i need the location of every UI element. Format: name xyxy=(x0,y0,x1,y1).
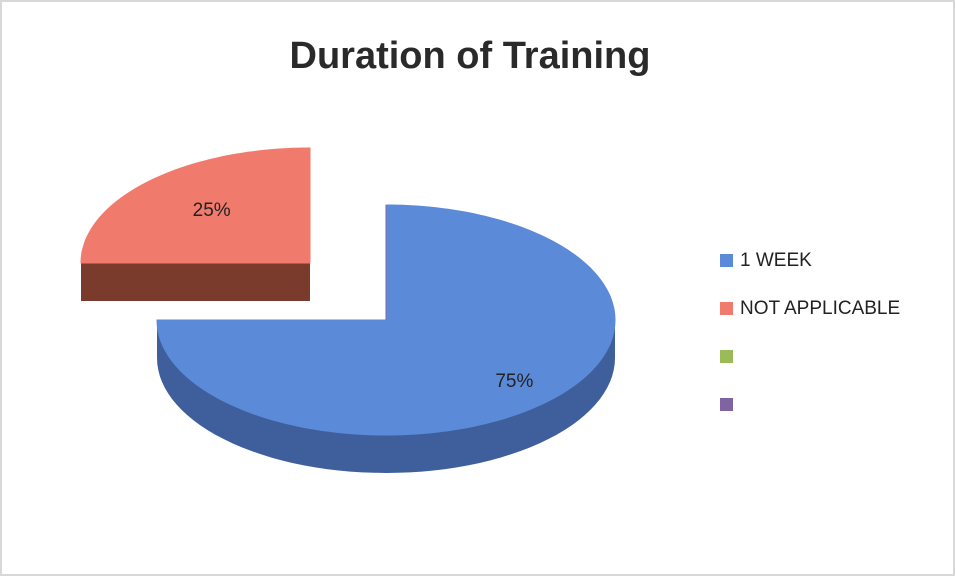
legend-swatch xyxy=(720,302,733,315)
legend-swatch xyxy=(720,398,733,411)
value-label: 25% xyxy=(193,200,231,221)
slice xyxy=(80,147,311,264)
value-label: 75% xyxy=(495,371,533,392)
legend-swatch xyxy=(720,254,733,267)
legend: 1 WEEK NOT APPLICABLE xyxy=(720,250,900,411)
slice-wall xyxy=(81,263,310,301)
pie: 25% 75% xyxy=(80,147,616,473)
legend-label: NOT APPLICABLE xyxy=(740,298,900,319)
legend-label: 1 WEEK xyxy=(740,250,812,271)
legend-swatch xyxy=(720,350,733,363)
slice-side xyxy=(157,320,615,473)
chart-title: Duration of Training xyxy=(290,35,651,77)
